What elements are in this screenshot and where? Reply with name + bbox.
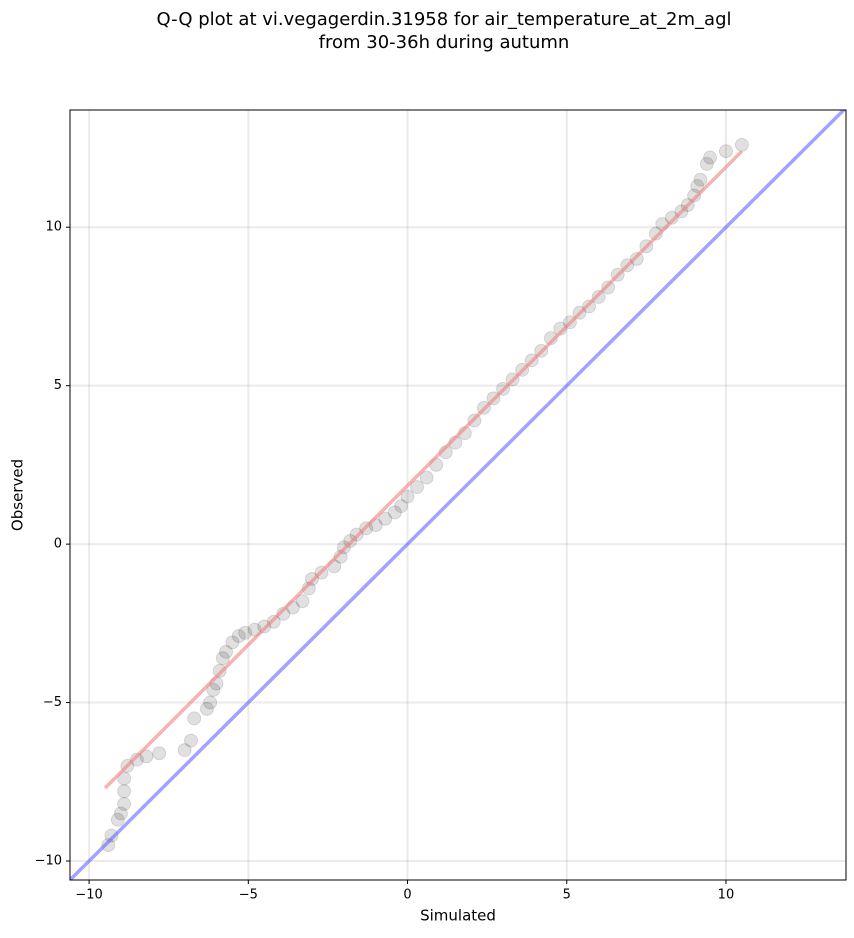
point	[117, 771, 132, 786]
y-tick-label: 10	[45, 220, 62, 235]
x-tick-label: 0	[403, 888, 411, 903]
chart-title: Q-Q plot at vi.vegagerdin.31958 for air_…	[157, 9, 732, 30]
x-tick-label: 10	[718, 888, 735, 903]
point	[601, 280, 616, 295]
y-tick-label: −5	[43, 695, 62, 710]
x-tick-label: −10	[75, 888, 102, 903]
point	[203, 695, 218, 710]
plot-frame	[69, 109, 847, 881]
point	[664, 210, 679, 225]
reference-line	[70, 110, 846, 880]
point	[139, 749, 154, 764]
point	[177, 743, 192, 758]
point	[206, 682, 221, 697]
point	[394, 499, 409, 514]
point	[699, 156, 714, 171]
point	[113, 806, 128, 821]
point	[117, 796, 132, 811]
y-tick-label: 0	[54, 537, 62, 552]
y-tick-label: −10	[35, 853, 62, 868]
point	[199, 701, 214, 716]
point	[295, 594, 310, 609]
point	[212, 663, 227, 678]
x-axis-label: Simulated	[420, 907, 496, 925]
point	[687, 188, 702, 203]
chart-title: from 30-36h during autumn	[319, 32, 570, 53]
point	[110, 812, 125, 827]
x-tick-label: 5	[563, 888, 571, 903]
y-axis-label: Observed	[9, 459, 27, 531]
point	[693, 172, 708, 187]
point	[104, 828, 119, 843]
point	[215, 651, 230, 666]
y-tick-label: 5	[54, 378, 62, 393]
point	[225, 635, 240, 650]
point	[387, 505, 402, 520]
point	[718, 144, 733, 159]
point	[703, 150, 718, 165]
point	[690, 179, 705, 194]
point	[378, 511, 393, 526]
point	[101, 838, 116, 853]
point	[152, 746, 167, 761]
point	[400, 489, 415, 504]
point	[648, 226, 663, 241]
point	[231, 629, 246, 644]
point	[187, 711, 202, 726]
point	[117, 784, 132, 799]
point	[629, 251, 644, 266]
point	[184, 733, 199, 748]
point	[734, 137, 749, 152]
x-tick-label: −5	[239, 888, 258, 903]
point	[410, 480, 425, 495]
reference-line	[103, 149, 744, 790]
point	[219, 644, 234, 659]
point	[419, 470, 434, 485]
point	[129, 752, 144, 767]
point	[238, 625, 253, 640]
